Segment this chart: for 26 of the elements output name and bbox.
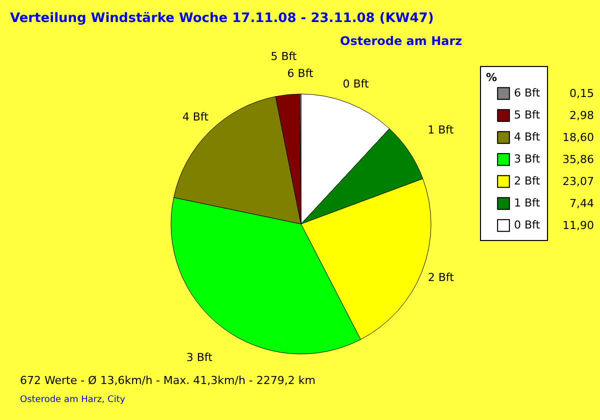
legend-label: 3 Bft xyxy=(514,152,541,166)
chart-title: Verteilung Windstärke Woche 17.11.08 - 23.11.08 (KW47) xyxy=(10,11,434,26)
slice-label: 4 Bft xyxy=(182,110,210,124)
legend-label: 4 Bft xyxy=(514,130,541,144)
data-label: 0,15 xyxy=(570,87,594,100)
data-label: 35,86 xyxy=(562,153,594,166)
data-label: 18,60 xyxy=(562,131,594,144)
legend-label: 2 Bft xyxy=(514,174,541,188)
chart-subtitle: Osterode am Harz xyxy=(340,34,462,48)
slice-label: 1 Bft xyxy=(428,124,454,137)
legend-label: 6 Bft xyxy=(514,86,541,100)
slice-label: 2 Bft xyxy=(428,271,455,284)
slice-label: 0 Bft xyxy=(342,77,370,90)
text: 672 Werte - Ø 13,6km/h - Max. 41,3km/h - 2279,2 km xyxy=(20,374,316,387)
data-label: 23,07 xyxy=(562,175,594,188)
slice-label: 6 Bft xyxy=(287,67,314,80)
data-label: 11,90 xyxy=(562,219,594,232)
data-label: 2,98 xyxy=(570,109,594,122)
legend-label: 1 Bft xyxy=(514,196,541,210)
legend-title: % xyxy=(486,71,497,84)
legend-label: 0 Bft xyxy=(514,218,541,232)
legend-label: 5 Bft xyxy=(514,108,541,122)
data-label: 7,44 xyxy=(570,197,594,210)
slice-label: 3 Bft xyxy=(186,350,214,364)
text: Osterode am Harz, City xyxy=(20,395,126,405)
slice-label: 5 Bft xyxy=(270,50,298,63)
